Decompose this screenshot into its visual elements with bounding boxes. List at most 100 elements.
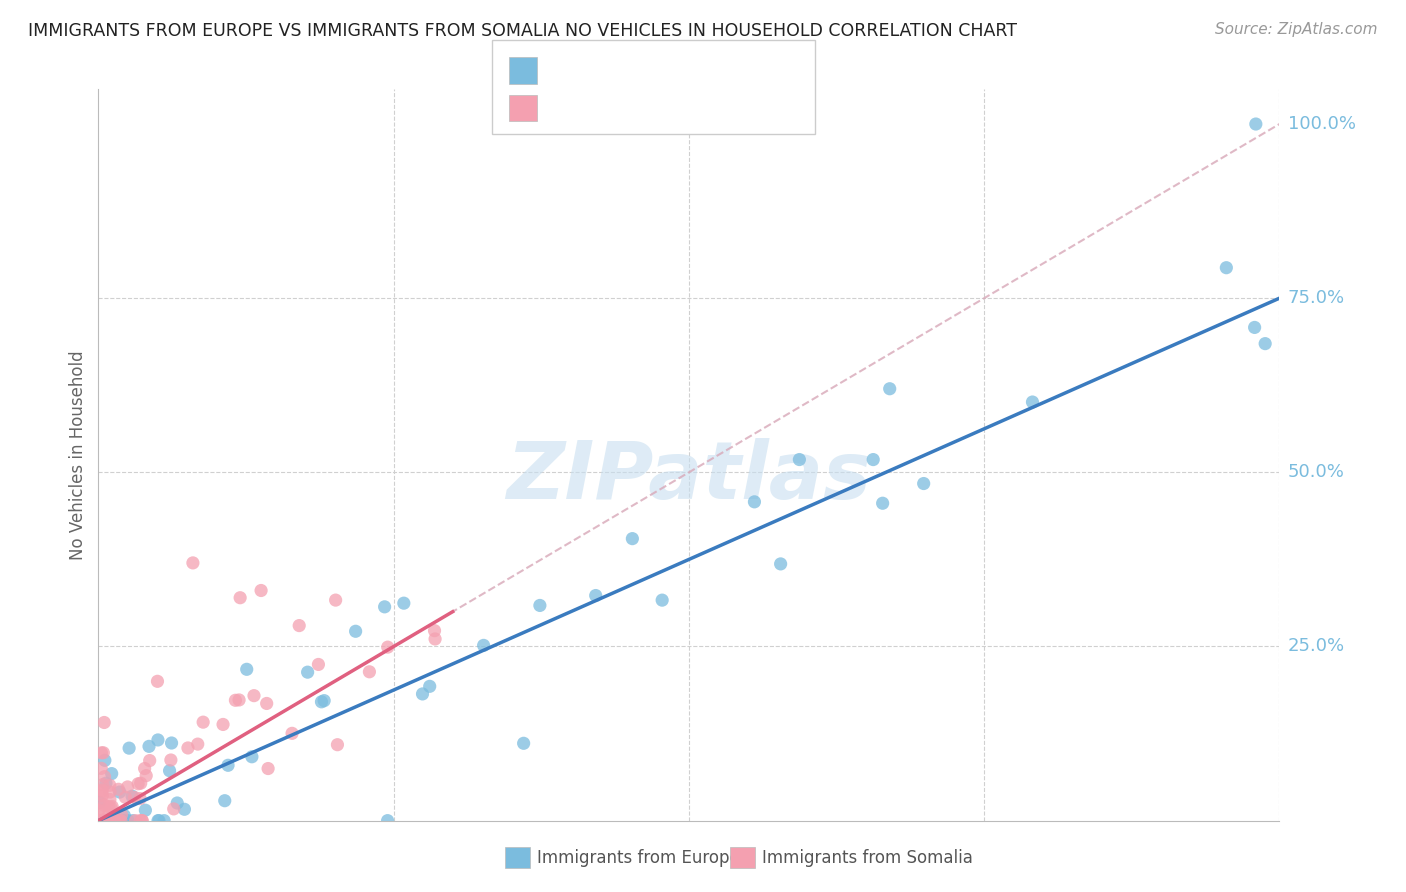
Point [100,801,122,815]
Point [240,749,263,764]
Text: 25.0%: 25.0% [1288,638,1346,656]
Point [107,782,129,797]
Point [153,814,176,828]
Text: 0.475: 0.475 [589,99,645,117]
Point [256,697,278,711]
Text: 0.681: 0.681 [589,62,647,79]
Point [217,758,239,772]
Point [392,596,415,610]
Point [311,695,333,709]
Point [93,814,115,828]
Point [93,746,115,760]
Point [912,476,935,491]
Point [377,814,399,828]
Text: N =: N = [643,62,695,79]
Point [257,762,280,776]
Point [98,814,121,828]
Point [1244,117,1267,131]
Point [108,814,131,828]
Point [94,776,117,790]
Point [134,762,156,776]
Point [472,639,495,653]
Point [423,632,446,646]
Point [789,452,811,467]
Point [135,769,157,783]
Text: ZIPatlas: ZIPatlas [506,438,872,516]
Point [89,814,111,828]
Y-axis label: No Vehicles in Household: No Vehicles in Household [69,350,87,560]
Point [101,799,124,814]
Point [281,726,304,740]
Point [1243,320,1265,334]
Point [288,618,311,632]
Point [163,802,186,816]
Point [229,591,252,605]
Text: R =: R = [547,62,586,79]
Point [127,777,149,791]
Point [314,693,336,707]
Point [118,741,141,756]
Text: 75.0%: 75.0% [1288,289,1346,307]
Point [512,736,534,750]
Point [181,556,204,570]
Point [131,814,153,828]
Point [103,814,125,828]
Point [250,583,273,598]
Point [108,785,131,799]
Point [423,624,446,638]
Point [91,784,114,798]
Text: Source: ZipAtlas.com: Source: ZipAtlas.com [1215,22,1378,37]
Point [412,687,434,701]
Point [121,814,143,828]
Point [100,766,122,780]
Point [224,693,246,707]
Text: 100.0%: 100.0% [1288,115,1355,133]
Point [124,790,146,805]
Point [93,798,115,813]
Point [117,814,139,828]
Point [93,814,115,828]
Point [160,736,183,750]
Text: Immigrants from Somalia: Immigrants from Somalia [762,849,973,867]
Point [110,807,132,822]
Point [93,814,115,828]
Point [89,795,111,809]
Point [93,770,115,784]
Point [90,796,112,810]
Point [359,665,381,679]
Point [98,785,121,799]
Point [87,804,110,818]
Point [87,814,110,828]
Point [173,802,195,816]
Point [124,814,146,828]
Point [307,657,329,672]
Point [326,738,349,752]
Point [377,640,399,654]
Point [621,532,644,546]
Point [138,754,160,768]
Point [94,812,117,826]
Point [146,814,169,828]
Point [90,814,112,828]
Point [1215,260,1237,275]
Point [187,737,209,751]
Text: Immigrants from Europe: Immigrants from Europe [537,849,740,867]
Point [94,753,117,767]
Point [138,739,160,754]
Point [131,814,153,828]
Point [148,814,170,828]
Point [862,452,884,467]
Point [90,761,112,775]
Point [112,808,135,822]
Point [97,814,120,828]
Point [769,557,792,571]
Point [297,665,319,680]
Point [159,764,181,778]
Point [651,593,673,607]
Point [98,778,121,792]
Point [344,624,367,639]
Point [879,382,901,396]
Text: 56: 56 [692,62,717,79]
Point [134,803,156,817]
Point [166,796,188,810]
